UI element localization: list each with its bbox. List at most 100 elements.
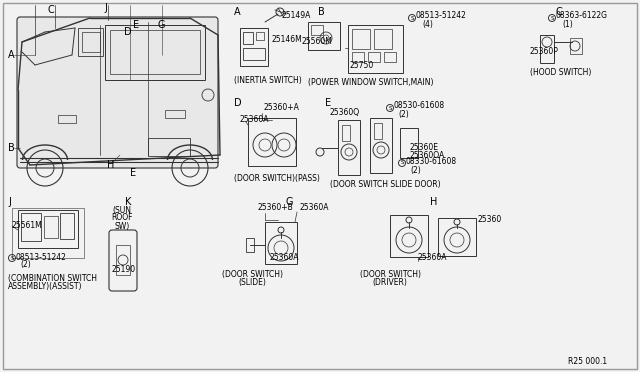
Bar xyxy=(148,138,190,156)
Bar xyxy=(352,52,364,62)
Bar xyxy=(58,115,76,123)
Bar xyxy=(116,245,130,275)
Bar xyxy=(105,25,205,80)
Bar xyxy=(78,28,103,56)
Text: S: S xyxy=(388,106,392,110)
Text: 08530-61608: 08530-61608 xyxy=(394,102,445,110)
Bar xyxy=(256,32,264,40)
Text: (DOOR SWITCH)(PASS): (DOOR SWITCH)(PASS) xyxy=(234,173,320,183)
Bar xyxy=(110,30,200,74)
Bar xyxy=(44,216,58,238)
Text: 25146M: 25146M xyxy=(271,35,301,45)
Text: S: S xyxy=(10,256,13,260)
Text: (POWER WINDOW SWITCH,MAIN): (POWER WINDOW SWITCH,MAIN) xyxy=(308,77,433,87)
Text: (DRIVER): (DRIVER) xyxy=(372,279,408,288)
Bar xyxy=(374,29,392,49)
Text: 25750: 25750 xyxy=(350,61,374,70)
Text: 25360P: 25360P xyxy=(530,48,559,57)
Text: E: E xyxy=(325,98,331,108)
Bar xyxy=(60,213,74,239)
Bar xyxy=(384,52,396,62)
Bar xyxy=(21,213,41,241)
Bar xyxy=(243,48,265,60)
Text: D: D xyxy=(124,27,132,37)
Text: B: B xyxy=(318,7,324,17)
Text: B: B xyxy=(8,143,15,153)
Text: 25360A: 25360A xyxy=(240,115,269,125)
Text: (2): (2) xyxy=(20,260,31,269)
Text: (2): (2) xyxy=(398,109,409,119)
Text: C: C xyxy=(555,7,562,17)
Bar xyxy=(540,35,554,63)
Bar xyxy=(82,32,100,52)
Bar xyxy=(400,128,418,158)
Text: C: C xyxy=(48,5,55,15)
Text: S: S xyxy=(550,16,554,20)
Bar xyxy=(308,22,340,50)
Bar xyxy=(370,118,392,173)
Bar xyxy=(246,238,254,252)
Text: 25360A: 25360A xyxy=(270,253,300,263)
Bar xyxy=(374,123,382,139)
Bar xyxy=(248,118,296,166)
Text: (1): (1) xyxy=(562,19,573,29)
Bar xyxy=(352,29,370,49)
Bar xyxy=(265,222,297,264)
Text: 08513-51242: 08513-51242 xyxy=(416,12,467,20)
Text: 25360E: 25360E xyxy=(410,144,439,153)
Text: A: A xyxy=(8,50,15,60)
Text: ROOF: ROOF xyxy=(111,214,132,222)
Text: H: H xyxy=(107,160,115,170)
Text: 25149A: 25149A xyxy=(282,10,312,19)
Text: 08513-51242: 08513-51242 xyxy=(16,253,67,262)
Bar xyxy=(390,215,428,257)
Bar xyxy=(338,120,360,175)
Bar xyxy=(12,208,84,258)
Text: 25561M: 25561M xyxy=(12,221,43,230)
Text: (4): (4) xyxy=(422,19,433,29)
Bar xyxy=(342,125,350,141)
Bar xyxy=(348,25,403,73)
Text: (2): (2) xyxy=(410,166,420,174)
Text: (DOOR SWITCH SLIDE DOOR): (DOOR SWITCH SLIDE DOOR) xyxy=(330,180,440,189)
Text: D: D xyxy=(234,98,242,108)
Bar xyxy=(240,28,268,66)
Text: (SLIDE): (SLIDE) xyxy=(238,279,266,288)
Text: (COMBINATION SWITCH: (COMBINATION SWITCH xyxy=(8,273,97,282)
Text: SW): SW) xyxy=(115,221,130,231)
Text: G: G xyxy=(285,197,292,207)
Text: (DOOR SWITCH): (DOOR SWITCH) xyxy=(360,270,420,279)
Text: 25360: 25360 xyxy=(478,215,502,224)
Text: 25360Q: 25360Q xyxy=(330,108,360,116)
Text: E: E xyxy=(130,168,136,178)
Bar xyxy=(165,110,185,118)
Text: (HOOD SWITCH): (HOOD SWITCH) xyxy=(530,67,591,77)
Text: 25360A: 25360A xyxy=(300,203,330,212)
Text: ASSEMBLY)(ASSIST): ASSEMBLY)(ASSIST) xyxy=(8,282,83,291)
Text: 25360+B: 25360+B xyxy=(258,203,294,212)
Text: 25190: 25190 xyxy=(112,266,136,275)
Text: E: E xyxy=(133,20,139,30)
Text: 25360A: 25360A xyxy=(418,253,447,262)
Text: (SUN: (SUN xyxy=(113,205,131,215)
Bar xyxy=(18,210,78,248)
Text: 25360OA: 25360OA xyxy=(410,151,445,160)
Text: J: J xyxy=(8,197,11,207)
Text: 08330-61608: 08330-61608 xyxy=(406,157,457,167)
Text: J: J xyxy=(104,3,107,13)
Bar xyxy=(368,52,380,62)
FancyBboxPatch shape xyxy=(17,17,218,168)
Bar xyxy=(570,38,582,54)
Bar xyxy=(438,218,476,256)
Bar xyxy=(243,32,253,44)
Text: H: H xyxy=(430,197,437,207)
Text: R25 000.1: R25 000.1 xyxy=(568,357,607,366)
Text: 08363-6122G: 08363-6122G xyxy=(556,12,608,20)
Text: 25360+A: 25360+A xyxy=(264,103,300,112)
Text: 25560M: 25560M xyxy=(302,38,333,46)
Text: K: K xyxy=(125,197,131,207)
Text: (INERTIA SWITCH): (INERTIA SWITCH) xyxy=(234,76,301,84)
Text: (DOOR SWITCH): (DOOR SWITCH) xyxy=(221,270,282,279)
Bar xyxy=(311,25,323,35)
Text: G: G xyxy=(157,20,164,30)
